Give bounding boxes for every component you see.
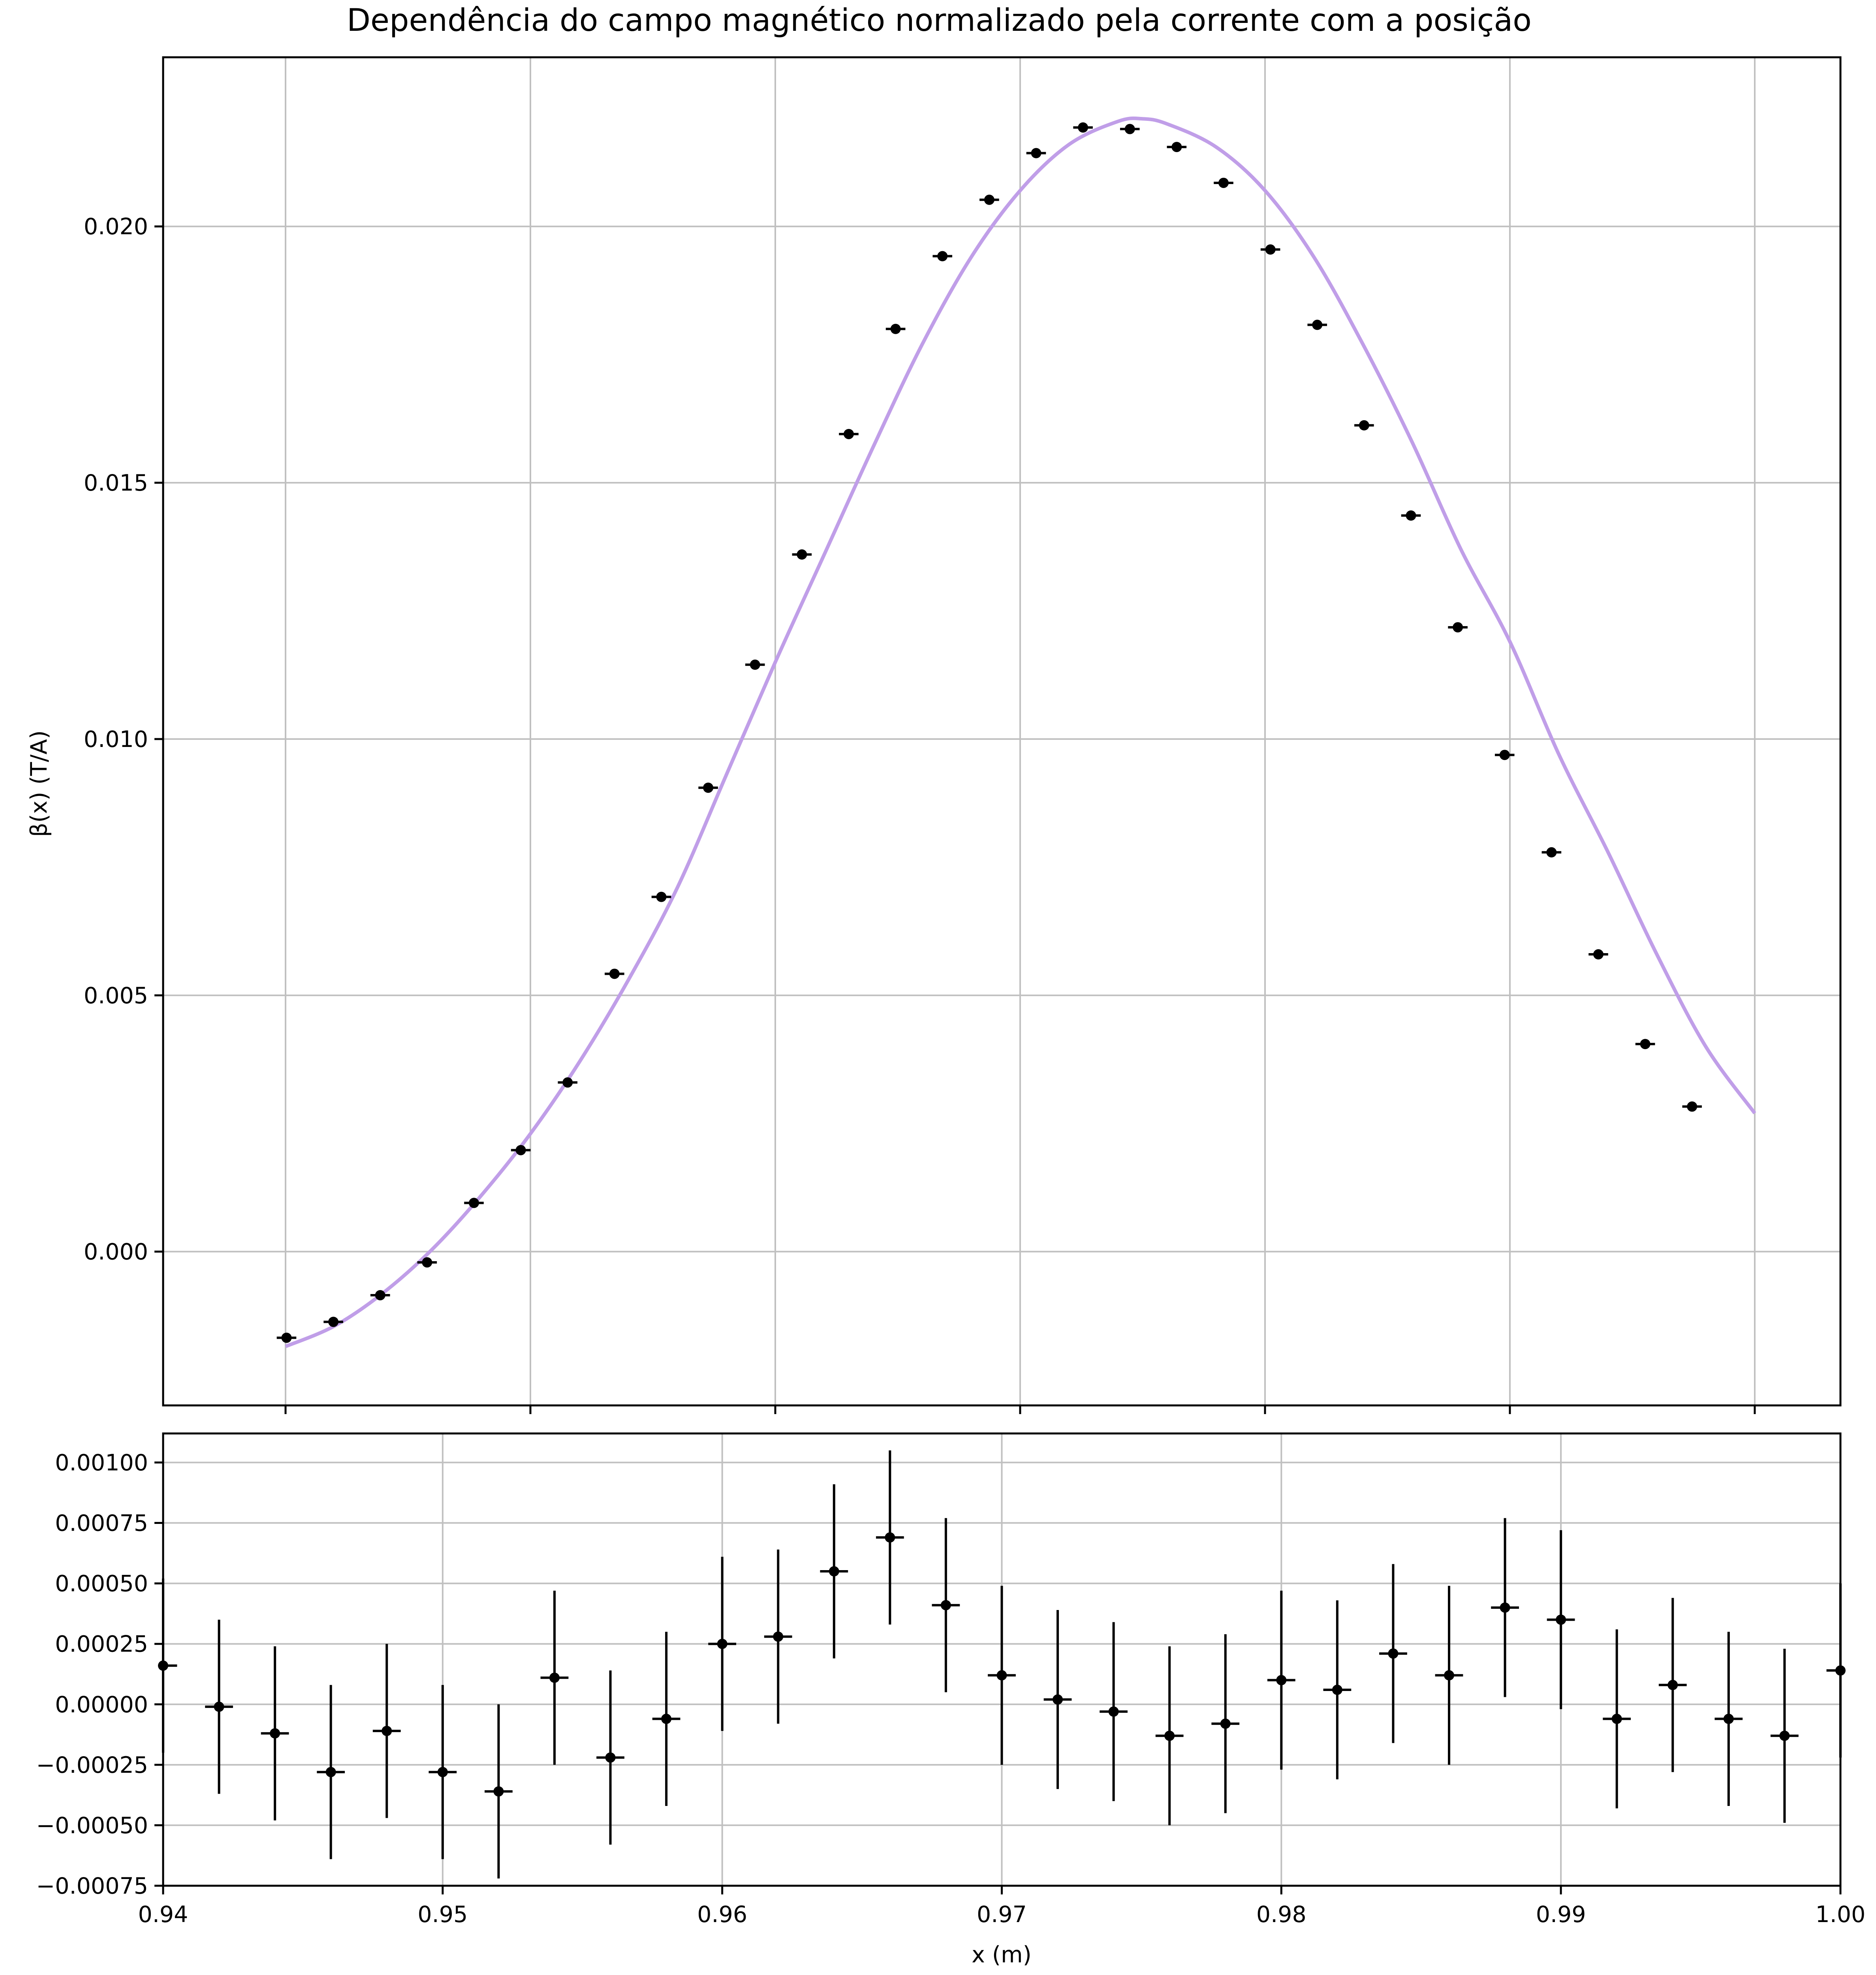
fit-panel-points: [276, 122, 1702, 1343]
fit-data-point: [1453, 622, 1463, 633]
residual-data-point: [996, 1670, 1007, 1681]
fit-data-point: [1359, 420, 1369, 431]
fit-data-point: [1031, 148, 1041, 158]
fit-data-point: [797, 549, 807, 560]
fit-y-tick-label: 0.000: [84, 1239, 148, 1265]
fit-data-point: [1640, 1039, 1650, 1050]
fit-y-tick-label: 0.010: [84, 726, 148, 752]
residual-data-point: [885, 1532, 895, 1543]
residual-data-point: [214, 1701, 224, 1712]
residual-panel-ticks: 0.94 0.95 0.96 0.97 0.98 0.99 1.00 −0.00075 −0.0…: [36, 1450, 1866, 1928]
residual-data-point: [1220, 1718, 1231, 1729]
fit-data-point: [1406, 510, 1416, 521]
residual-data-point: [661, 1714, 672, 1724]
residual-x-tick-label: 1.00: [1816, 1902, 1866, 1928]
residual-data-point: [382, 1726, 392, 1736]
residual-x-tick-label: 0.99: [1536, 1902, 1586, 1928]
residual-data-point: [493, 1786, 504, 1797]
residual-x-tick-label: 0.97: [977, 1902, 1027, 1928]
fit-data-point: [515, 1145, 526, 1155]
residual-x-tick-label: 0.94: [138, 1902, 188, 1928]
residual-y-tick-label: −0.00075: [36, 1873, 148, 1899]
fit-data-point: [1499, 750, 1510, 760]
chart-title: Dependência do campo magnético normaliza…: [347, 3, 1532, 38]
residual-data-point: [829, 1566, 839, 1577]
fit-data-point: [281, 1332, 292, 1343]
residual-data-point: [1723, 1714, 1734, 1724]
fit-y-tick-label: 0.020: [84, 214, 148, 240]
fit-data-point: [844, 429, 854, 439]
fit-data-point: [750, 659, 760, 670]
fit-panel-frame: [162, 56, 1842, 1407]
fit-data-point: [328, 1317, 339, 1327]
residual-y-tick-label: −0.00050: [36, 1813, 148, 1839]
residual-data-point: [1053, 1694, 1063, 1705]
fit-data-point: [1312, 320, 1323, 330]
residual-data-point: [1388, 1648, 1399, 1659]
residual-data-point: [1332, 1685, 1342, 1695]
fit-data-point: [609, 969, 620, 979]
residual-data-point: [1276, 1675, 1287, 1685]
residual-data-point: [940, 1600, 951, 1610]
residual-data-point: [1556, 1614, 1566, 1625]
residual-data-point: [437, 1767, 448, 1778]
fit-y-tick-label: 0.005: [84, 983, 148, 1009]
fit-data-point: [1171, 142, 1182, 152]
residual-data-point: [549, 1672, 560, 1683]
residual-data-point: [325, 1767, 336, 1778]
residual-data-point: [1108, 1706, 1119, 1717]
residual-data-point: [1164, 1730, 1175, 1741]
residual-data-point: [773, 1631, 784, 1642]
fit-panel-grid: [163, 57, 1840, 1405]
residual-data-point: [1667, 1680, 1678, 1690]
fit-data-point: [375, 1290, 385, 1300]
fit-data-point: [1546, 847, 1557, 858]
fit-panel-ticks: 0.000 0.005 0.010 0.015 0.020: [84, 214, 1756, 1414]
residual-data-point: [605, 1752, 616, 1763]
fit-data-point: [422, 1257, 432, 1268]
fit-data-point: [1078, 122, 1088, 133]
residual-y-tick-label: 0.00000: [55, 1692, 148, 1718]
residual-data-point: [717, 1638, 727, 1649]
fit-data-point: [703, 782, 714, 793]
fit-data-point: [1593, 949, 1604, 960]
fit-data-point: [468, 1198, 479, 1208]
residual-data-point: [1500, 1602, 1510, 1613]
residual-x-tick-label: 0.96: [697, 1902, 747, 1928]
x-axis-label: x (m): [972, 1942, 1032, 1968]
fit-y-tick-label: 0.015: [84, 470, 148, 496]
fit-data-point: [984, 194, 994, 205]
residual-y-tick-label: 0.00025: [55, 1631, 148, 1657]
residual-panel: 0.94 0.95 0.96 0.97 0.98 0.99 1.00 −0.00075 −0.0…: [36, 1432, 1866, 1968]
residual-x-tick-label: 0.98: [1256, 1902, 1306, 1928]
y-axis-label: β(x) (T/A): [26, 730, 52, 837]
fit-data-point: [656, 892, 667, 902]
residual-data-point: [1444, 1670, 1455, 1681]
fit-data-point: [890, 324, 901, 334]
residual-y-tick-label: 0.00075: [55, 1510, 148, 1537]
residual-y-tick-label: −0.00025: [36, 1752, 148, 1778]
residual-data-point: [1611, 1714, 1622, 1724]
fit-data-point: [1218, 177, 1229, 188]
residual-y-tick-label: 0.00050: [55, 1571, 148, 1597]
residual-data-point: [270, 1728, 280, 1739]
residual-panel-points: [158, 1450, 1846, 1879]
residual-y-tick-label: 0.00100: [55, 1450, 148, 1476]
residual-x-tick-label: 0.95: [417, 1902, 468, 1928]
residual-data-point: [1779, 1730, 1790, 1741]
fit-data-point: [937, 251, 948, 261]
fit-data-point: [1124, 124, 1135, 134]
fit-data-point: [1687, 1101, 1697, 1112]
fit-data-point: [562, 1077, 573, 1088]
fit-panel: 0.000 0.005 0.010 0.015 0.020 β(x) (T/A): [26, 56, 1842, 1414]
fit-data-point: [1265, 244, 1276, 255]
